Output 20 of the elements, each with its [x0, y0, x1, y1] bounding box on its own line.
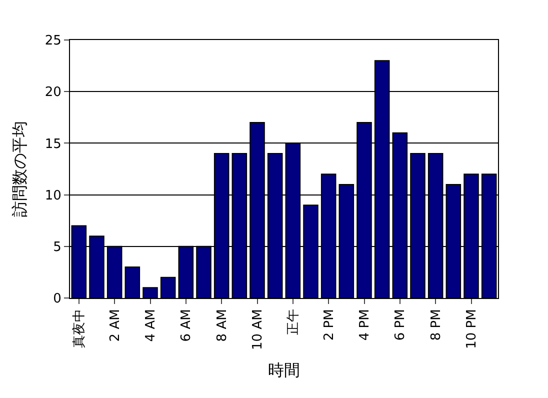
x-axis-title: 時間 [268, 360, 300, 380]
x-tick-label: 6 PM [393, 309, 408, 341]
x-tick-label: 6 AM [179, 309, 194, 342]
x-tick-label: 8 AM [214, 309, 230, 342]
x-tick-label: 正午 [286, 309, 302, 336]
x-tick-label: 4 PM [357, 309, 372, 341]
y-tick-label: 25 [44, 34, 62, 49]
y-tick-label: 0 [53, 292, 62, 307]
x-tick-label: 10 AM [250, 309, 266, 350]
y-tick-label: 10 [44, 188, 62, 204]
x-tick-label: 8 PM [428, 309, 444, 341]
y-tick-label: 15 [44, 136, 62, 152]
x-tick-label: 真夜中 [71, 309, 88, 348]
x-tick-label: 2 AM [108, 309, 123, 342]
x-tick-label: 2 PM [322, 309, 337, 341]
x-tick-label: 10 PM [464, 309, 480, 349]
y-axis-title: 訪問数の平均 [10, 121, 29, 217]
y-tick-label: 20 [44, 85, 62, 100]
x-tick-label: 4 AM [143, 309, 158, 342]
y-tick-label: 5 [53, 240, 62, 255]
